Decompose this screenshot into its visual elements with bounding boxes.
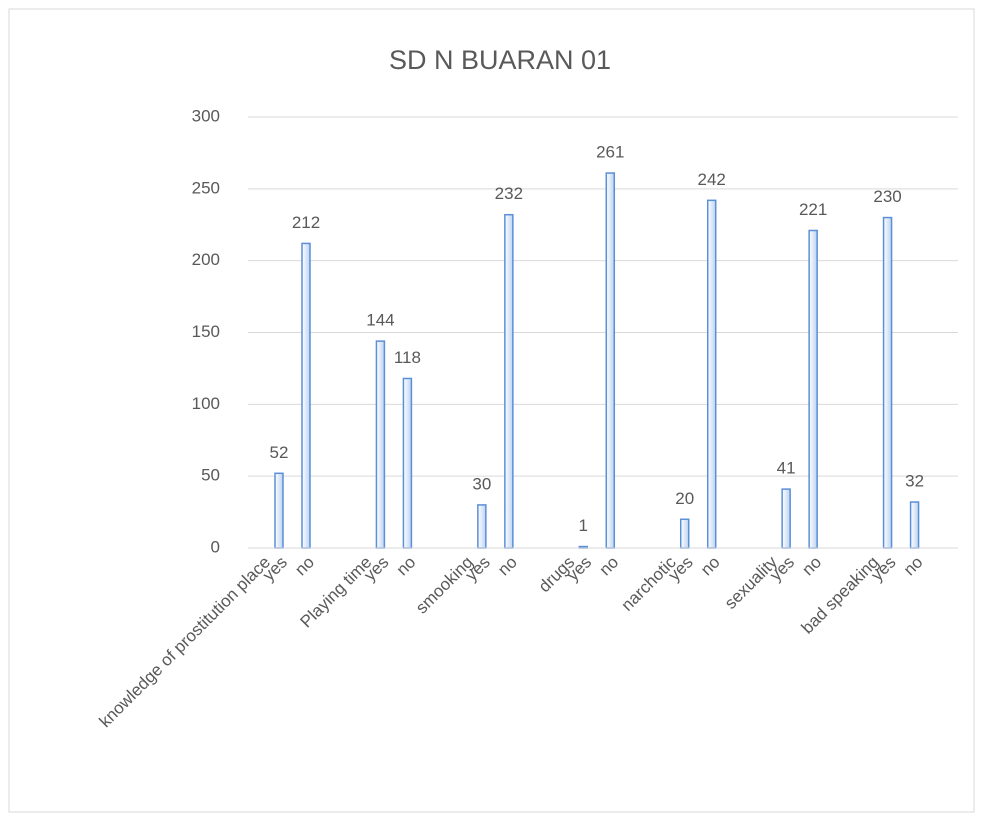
data-label: 230	[873, 187, 901, 206]
bar	[301, 242, 311, 549]
chart-title: SD N BUARAN 01	[389, 45, 611, 75]
x-tick-label: narchotic	[617, 552, 680, 615]
bar	[882, 216, 893, 549]
x-tick-label: smooking	[412, 553, 477, 618]
x-tick-label: no	[798, 553, 825, 580]
bar	[477, 504, 487, 549]
data-label: 144	[366, 311, 394, 330]
data-label: 118	[394, 348, 421, 367]
y-tick-label: 150	[192, 322, 220, 341]
x-tick-label: no	[291, 553, 318, 580]
data-label: 261	[596, 143, 624, 162]
bar	[781, 488, 791, 549]
x-tick-label: no	[697, 553, 724, 580]
y-tick-label: 50	[201, 466, 220, 485]
data-label: 232	[495, 184, 523, 203]
bar	[504, 213, 514, 549]
y-tick-label: 250	[192, 178, 220, 197]
data-label: 1	[579, 516, 588, 535]
data-label: 30	[472, 474, 491, 493]
y-tick-label: 100	[192, 394, 220, 413]
data-label: 32	[905, 472, 924, 491]
x-tick-label: no	[393, 553, 420, 580]
y-tick-label: 300	[192, 106, 220, 125]
x-tick-label: no	[494, 553, 521, 580]
data-label: 212	[292, 213, 320, 232]
y-tick-label: 0	[211, 537, 220, 556]
data-label: 221	[799, 200, 827, 219]
bar	[706, 199, 717, 549]
x-tick-label: knowledge of prostitution place	[95, 553, 274, 732]
data-label: 242	[698, 170, 726, 189]
bar	[375, 340, 386, 549]
bar	[679, 518, 690, 549]
x-tick-label: no	[900, 553, 927, 580]
y-tick-label: 200	[192, 250, 220, 269]
x-tick-label: no	[595, 553, 622, 580]
chart-border	[8, 8, 975, 813]
bar	[909, 501, 920, 549]
data-label: 41	[777, 459, 796, 478]
bar	[605, 172, 616, 549]
bar	[274, 472, 284, 549]
data-label: 20	[675, 489, 694, 508]
bar	[402, 377, 413, 549]
bar	[808, 229, 818, 549]
x-tick-label: sexuality	[721, 552, 782, 613]
data-label: 52	[270, 443, 289, 462]
